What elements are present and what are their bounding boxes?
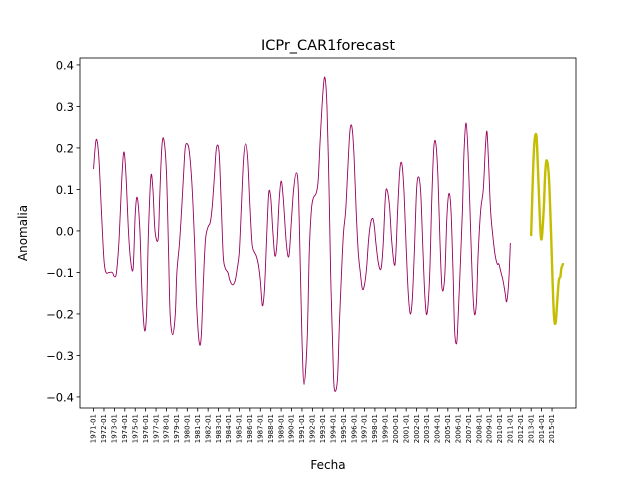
x-tick-label: 1987-01 [256,414,264,443]
x-tick-label: 1995-01 [340,414,348,443]
x-tick-label: 1974-01 [121,414,129,443]
x-tick-label: 1982-01 [204,414,212,443]
x-tick-label: 1984-01 [225,414,233,443]
series-layer [93,76,565,392]
series-line-icpr [93,76,511,392]
x-tick-label: 2007-01 [465,414,473,443]
x-tick-label: 1983-01 [215,414,223,443]
x-tick-label: 1997-01 [361,414,369,443]
x-tick-label: 1979-01 [173,414,181,443]
x-tick-label: 2014-01 [538,414,546,443]
x-tick-label: 1999-01 [382,414,390,443]
y-tick-label: 0.3 [56,100,74,114]
x-tick-label: 1981-01 [194,414,202,443]
x-axis-ticks: 1971-01 1972-01 1973-01 1974-01 1975-01 1976-… [90,408,556,443]
x-tick-label: 1994-01 [329,414,337,443]
y-axis-label: Anomalia [16,205,30,261]
x-tick-label: 1993-01 [319,414,327,443]
x-tick-label: 1976-01 [142,414,150,443]
x-tick-label: 2005-01 [444,414,452,443]
y-tick-label: 0.0 [56,224,74,238]
x-tick-label: 1977-01 [152,414,160,443]
x-tick-label: 1990-01 [288,414,296,443]
x-tick-label: 1992-01 [309,414,317,443]
x-tick-label: 2002-01 [413,414,421,443]
x-tick-label: 1985-01 [236,414,244,443]
plot-frame [79,57,577,409]
x-tick-label: 2011-01 [507,414,515,443]
y-tick-label: −0.3 [46,349,74,363]
chart-title: ICPr_CAR1forecast [261,38,395,54]
y-axis-ticks: −0.4 −0.3 −0.2 −0.1 0.0 0.1 0.2 0.3 0.4 [46,58,80,404]
y-tick-label: −0.2 [46,307,74,321]
x-tick-label: 2013-01 [527,414,535,443]
x-tick-label: 1998-01 [371,414,379,443]
x-tick-label: 1991-01 [298,414,306,443]
x-tick-label: 1980-01 [184,414,192,443]
x-tick-label: 1971-01 [90,414,98,443]
x-tick-label: 2004-01 [434,414,442,443]
y-tick-label: 0.2 [56,141,74,155]
x-tick-label: 2001-01 [402,414,410,443]
series-line-forecast [529,132,565,326]
x-tick-label: 2009-01 [486,414,494,443]
x-axis-label: Fecha [310,458,345,472]
x-tick-label: 2000-01 [392,414,400,443]
x-tick-label: 2008-01 [475,414,483,443]
x-tick-label: 2010-01 [496,414,504,443]
y-tick-label: 0.1 [56,183,74,197]
y-tick-label: −0.4 [46,390,74,404]
x-tick-label: 2015-01 [548,414,556,443]
x-tick-label: 1972-01 [100,414,108,443]
x-tick-label: 2006-01 [454,414,462,443]
x-tick-label: 1978-01 [163,414,171,443]
y-tick-label: 0.4 [56,58,74,72]
x-tick-label: 1975-01 [131,414,139,443]
x-tick-label: 1988-01 [267,414,275,443]
x-tick-label: 2003-01 [423,414,431,443]
x-tick-label: 2012-01 [517,414,525,443]
y-tick-label: −0.1 [46,266,74,280]
x-tick-label: 1973-01 [111,414,119,443]
x-tick-label: 1989-01 [277,414,285,443]
x-tick-label: 1996-01 [350,414,358,443]
x-tick-label: 1986-01 [246,414,254,443]
